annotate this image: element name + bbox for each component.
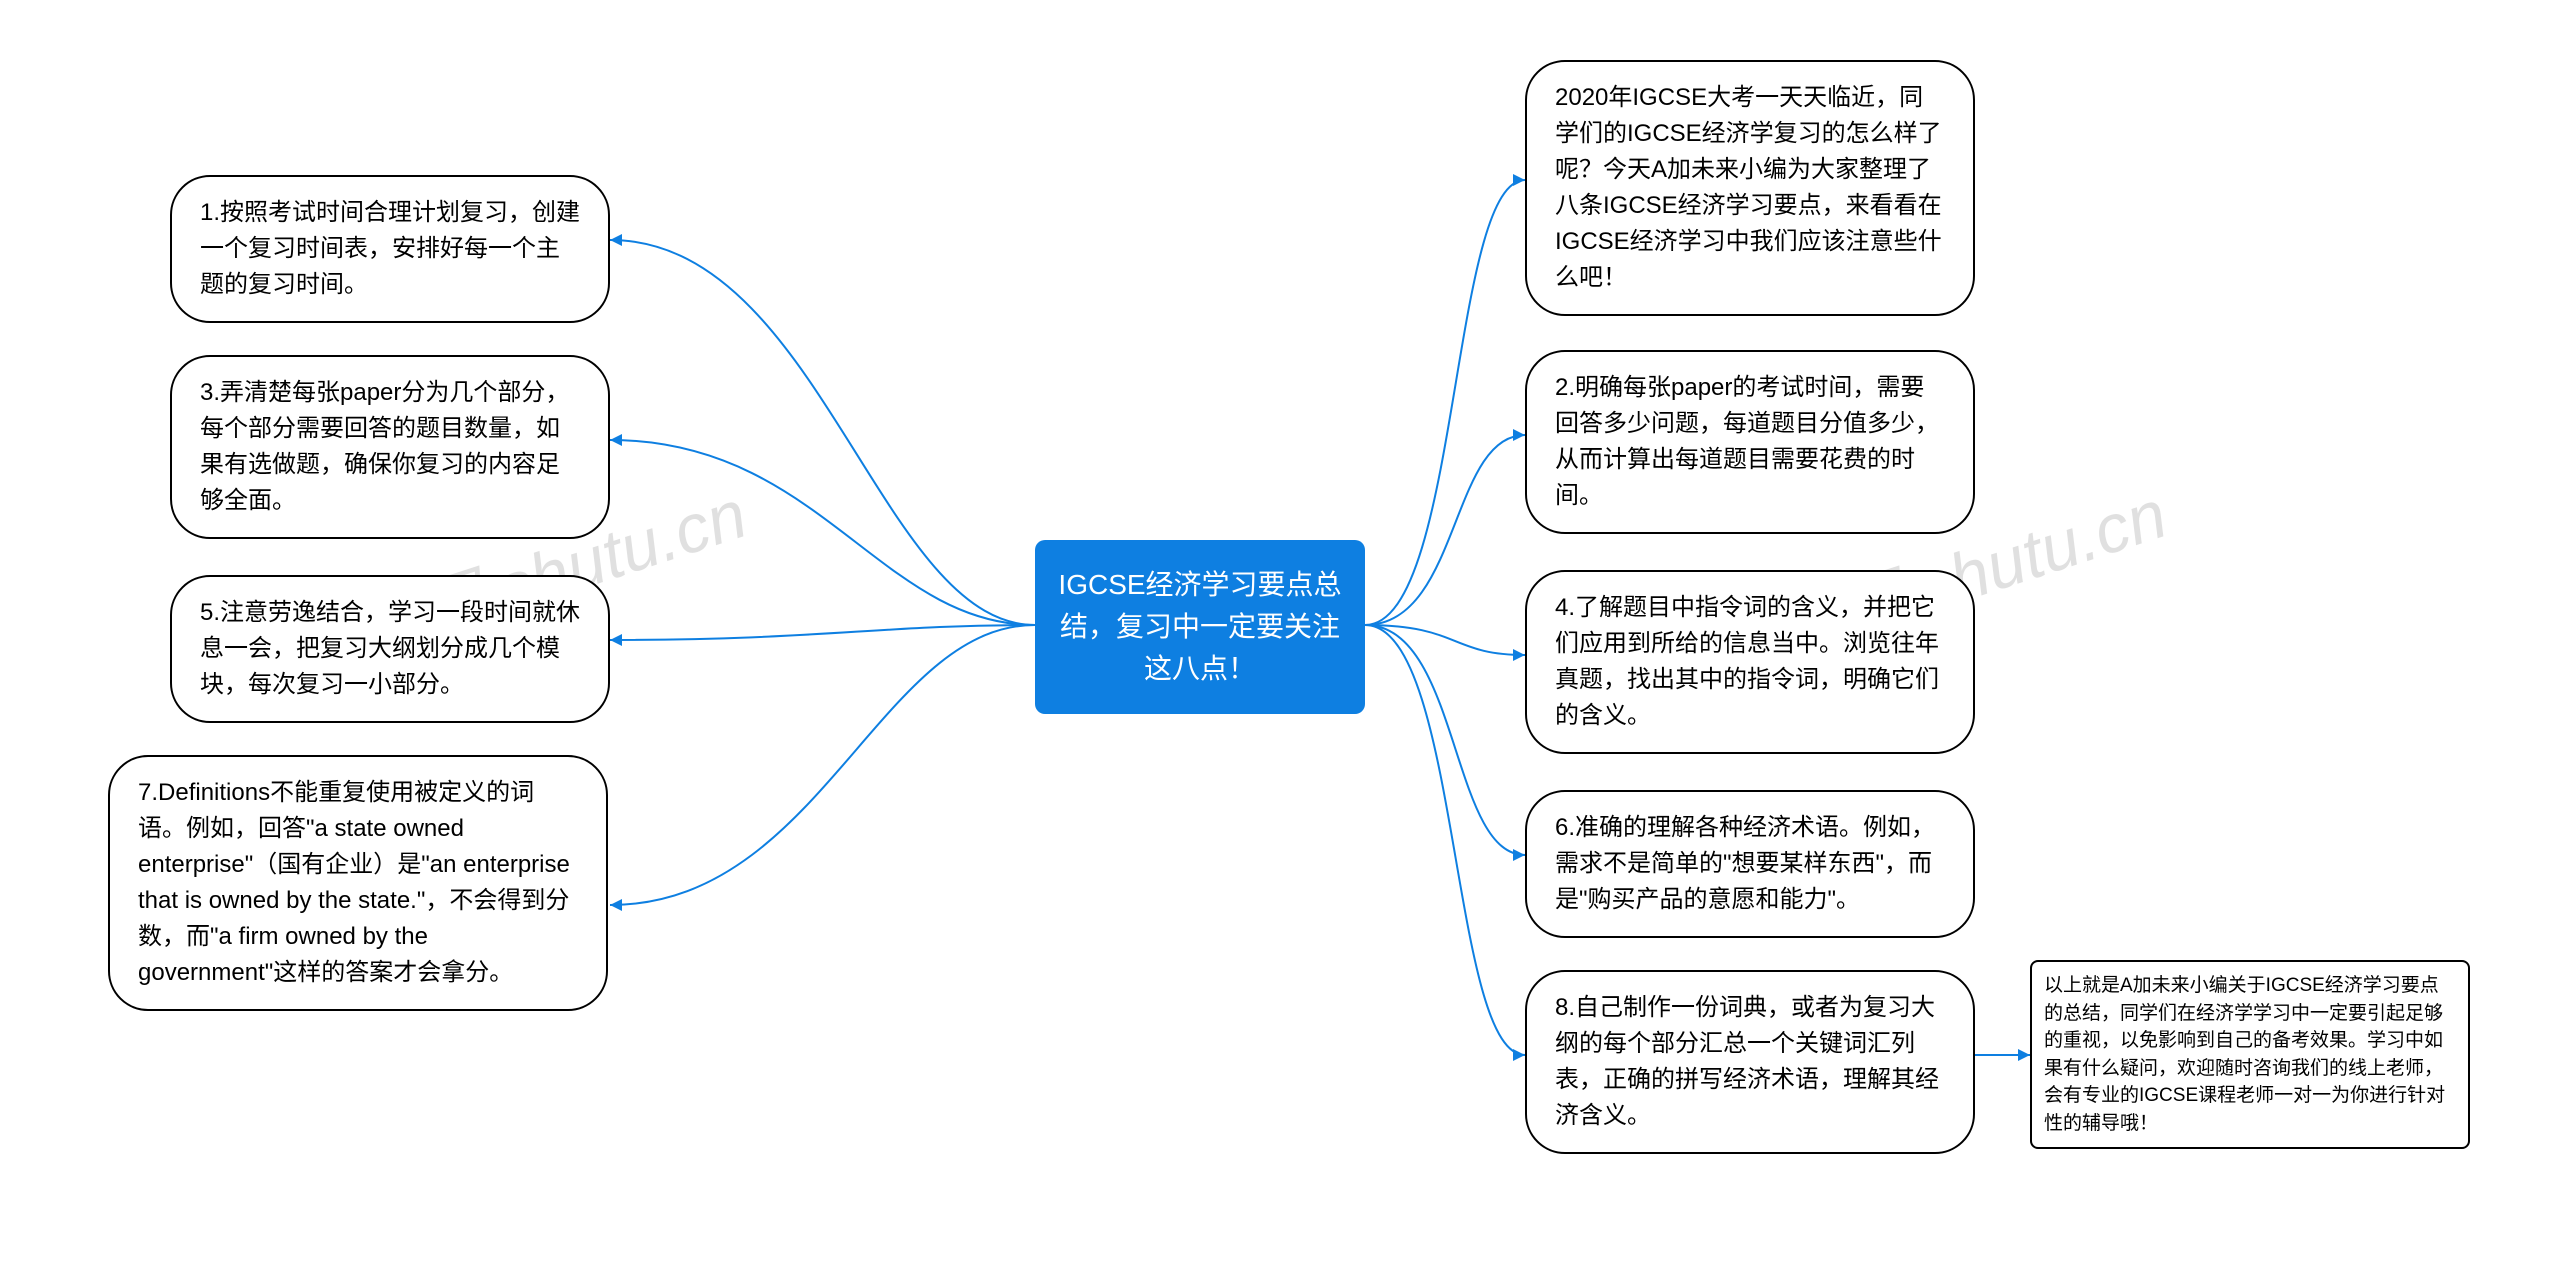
node-text: 8.自己制作一份词典，或者为复习大纲的每个部分汇总一个关键词汇列表，正确的拼写经… [1555,994,1939,1129]
node-text: 4.了解题目中指令词的含义，并把它们应用到所给的信息当中。浏览往年真题，找出其中… [1555,594,1939,729]
node-point-5: 5.注意劳逸结合，学习一段时间就休息一会，把复习大纲划分成几个模块，每次复习一小… [170,575,610,723]
node-text: 7.Definitions不能重复使用被定义的词语。例如，回答"a state … [138,779,570,986]
node-point-7: 7.Definitions不能重复使用被定义的词语。例如，回答"a state … [108,755,608,1011]
node-point-2: 2.明确每张paper的考试时间，需要回答多少问题，每道题目分值多少，从而计算出… [1525,350,1975,534]
node-text: 3.弄清楚每张paper分为几个部分，每个部分需要回答的题目数量，如果有选做题，… [200,379,569,514]
node-point-1: 1.按照考试时间合理计划复习，创建一个复习时间表，安排好每一个主题的复习时间。 [170,175,610,323]
center-topic: IGCSE经济学习要点总结，复习中一定要关注这八点！ [1035,540,1365,714]
node-text: 2.明确每张paper的考试时间，需要回答多少问题，每道题目分值多少，从而计算出… [1555,374,1939,509]
node-text: 2020年IGCSE大考一天天临近，同学们的IGCSE经济学复习的怎么样了呢？今… [1555,84,1942,291]
node-point-6: 6.准确的理解各种经济术语。例如，需求不是简单的"想要某样东西"，而是"购买产品… [1525,790,1975,938]
node-conclusion: 以上就是A加未来小编关于IGCSE经济学习要点的总结，同学们在经济学学习中一定要… [2030,960,2470,1149]
node-text: 5.注意劳逸结合，学习一段时间就休息一会，把复习大纲划分成几个模块，每次复习一小… [200,599,580,698]
node-point-4: 4.了解题目中指令词的含义，并把它们应用到所给的信息当中。浏览往年真题，找出其中… [1525,570,1975,754]
node-text: 1.按照考试时间合理计划复习，创建一个复习时间表，安排好每一个主题的复习时间。 [200,199,580,298]
node-point-8: 8.自己制作一份词典，或者为复习大纲的每个部分汇总一个关键词汇列表，正确的拼写经… [1525,970,1975,1154]
node-point-3: 3.弄清楚每张paper分为几个部分，每个部分需要回答的题目数量，如果有选做题，… [170,355,610,539]
node-intro: 2020年IGCSE大考一天天临近，同学们的IGCSE经济学复习的怎么样了呢？今… [1525,60,1975,316]
node-text: 6.准确的理解各种经济术语。例如，需求不是简单的"想要某样东西"，而是"购买产品… [1555,814,1935,913]
node-text: 以上就是A加未来小编关于IGCSE经济学习要点的总结，同学们在经济学学习中一定要… [2044,975,2445,1134]
center-topic-text: IGCSE经济学习要点总结，复习中一定要关注这八点！ [1058,569,1341,684]
